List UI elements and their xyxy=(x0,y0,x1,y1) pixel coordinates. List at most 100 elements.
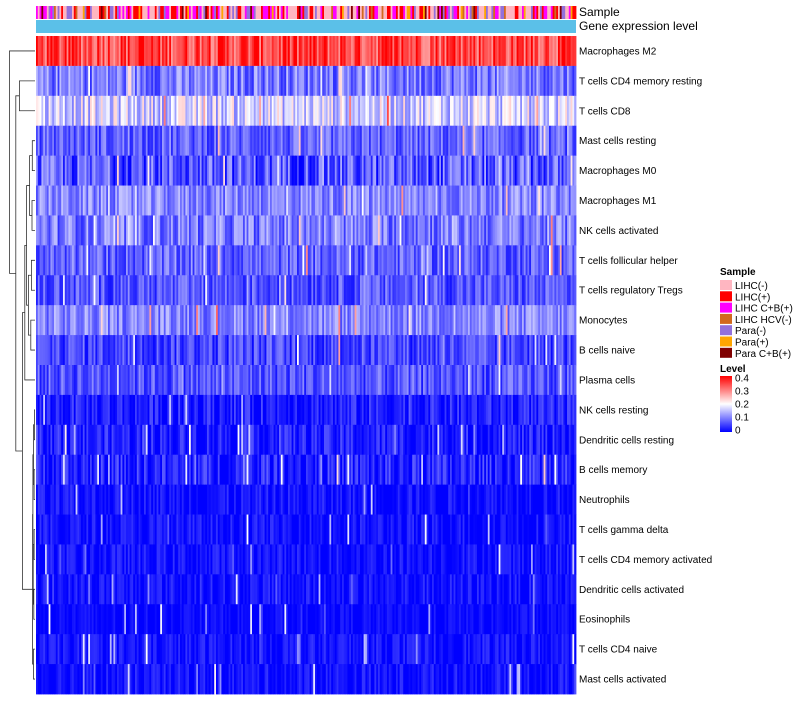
heatmap-cell xyxy=(514,424,517,456)
heatmap-cell xyxy=(531,275,534,306)
heatmap-cell xyxy=(318,394,321,426)
heatmap-cell xyxy=(163,65,166,97)
heatmap-cell xyxy=(174,155,177,186)
heatmap-cell xyxy=(109,245,112,276)
heatmap-cell xyxy=(320,155,323,186)
heatmap-cell xyxy=(511,245,514,276)
heatmap-cell xyxy=(414,305,417,336)
heatmap-cell xyxy=(385,65,388,97)
sample-annotation-cell xyxy=(307,6,310,19)
heatmap-cell xyxy=(253,365,256,396)
heatmap-cell xyxy=(565,215,568,246)
heatmap-cell xyxy=(104,484,107,515)
heatmap-cell xyxy=(90,394,93,426)
sample-annotation-cell xyxy=(221,6,224,19)
heatmap-cell xyxy=(46,454,49,486)
heatmap-cell xyxy=(419,424,422,456)
heatmap-cell xyxy=(563,36,566,67)
heatmap-cell xyxy=(432,65,435,97)
heatmap-cell xyxy=(208,424,211,456)
heatmap-cell xyxy=(205,305,208,336)
heatmap-cell xyxy=(304,36,307,67)
heatmap-cell xyxy=(46,245,49,276)
heatmap-cell xyxy=(396,424,399,456)
heatmap-cell xyxy=(210,215,213,246)
heatmap-cell xyxy=(545,125,548,157)
heatmap-cell xyxy=(419,125,422,157)
heatmap-cell xyxy=(50,335,53,366)
heatmap-cell xyxy=(117,215,120,246)
sample-annotation-cell xyxy=(559,6,562,19)
sample-annotation-cell xyxy=(55,6,58,19)
heatmap-cell xyxy=(574,305,577,336)
heatmap-cell xyxy=(543,36,546,67)
heatmap-cell xyxy=(158,335,161,366)
sample-annotation-cell xyxy=(318,6,321,19)
sample-annotation-cell xyxy=(543,6,546,19)
heatmap-cell xyxy=(291,424,294,456)
heatmap-cell xyxy=(95,365,98,396)
heatmap-cell xyxy=(453,305,456,336)
heatmap-cell xyxy=(482,215,485,246)
sample-annotation-cell xyxy=(217,6,220,19)
heatmap-cell xyxy=(316,275,319,306)
heatmap-cell xyxy=(549,185,552,216)
heatmap-cell xyxy=(248,125,251,157)
heatmap-cell xyxy=(545,454,548,486)
heatmap-cell xyxy=(358,125,361,157)
heatmap-cell xyxy=(394,365,397,396)
heatmap-cell xyxy=(63,305,66,336)
heatmap-cell xyxy=(39,365,42,396)
heatmap-cell xyxy=(376,215,379,246)
heatmap-cell xyxy=(214,335,217,366)
heatmap-cell xyxy=(165,185,168,216)
heatmap-cell xyxy=(394,245,397,276)
heatmap-cell xyxy=(192,484,195,515)
heatmap-cell xyxy=(162,155,165,186)
heatmap-cell xyxy=(253,95,256,127)
heatmap-cell xyxy=(93,365,96,396)
heatmap-cell xyxy=(68,65,71,97)
heatmap-cell xyxy=(471,155,474,186)
heatmap-cell xyxy=(394,424,397,456)
heatmap-cell xyxy=(334,36,337,67)
heatmap-cell xyxy=(392,245,395,276)
sample-annotation-cell xyxy=(147,6,150,19)
sample-annotation-cell xyxy=(122,6,125,19)
heatmap-cell xyxy=(117,335,120,366)
heatmap-cell xyxy=(208,365,211,396)
heatmap-cell xyxy=(538,394,541,426)
heatmap-cell xyxy=(349,275,352,306)
heatmap-cell xyxy=(223,65,226,97)
heatmap-cell xyxy=(126,125,129,157)
heatmap-cell xyxy=(568,365,571,396)
heatmap-cell xyxy=(253,185,256,216)
heatmap-cell xyxy=(333,95,336,127)
heatmap-cell xyxy=(271,185,274,216)
heatmap-cell xyxy=(390,36,393,67)
heatmap-cell xyxy=(464,365,467,396)
heatmap-cell xyxy=(336,275,339,306)
heatmap-cell xyxy=(207,95,210,127)
heatmap-cell xyxy=(401,394,404,426)
heatmap-cell xyxy=(540,335,543,366)
sample-annotation-cell xyxy=(225,6,228,19)
heatmap-cell xyxy=(361,245,364,276)
heatmap-cell xyxy=(351,305,354,336)
heatmap-cell xyxy=(498,245,501,276)
heatmap-cell xyxy=(498,275,501,306)
heatmap-cell xyxy=(559,335,562,366)
heatmap-cell xyxy=(199,215,202,246)
heatmap-cell xyxy=(306,95,309,127)
heatmap-cell xyxy=(84,484,87,515)
heatmap-cell xyxy=(342,95,345,127)
heatmap-cell xyxy=(529,155,532,186)
heatmap-cell xyxy=(61,305,64,336)
heatmap-cell xyxy=(149,125,152,157)
heatmap-cell xyxy=(444,185,447,216)
heatmap-cell xyxy=(324,424,327,456)
heatmap-cell xyxy=(453,155,456,186)
sample-annotation-cell xyxy=(414,6,417,19)
heatmap-cell xyxy=(63,335,66,366)
heatmap-cell xyxy=(394,36,397,67)
